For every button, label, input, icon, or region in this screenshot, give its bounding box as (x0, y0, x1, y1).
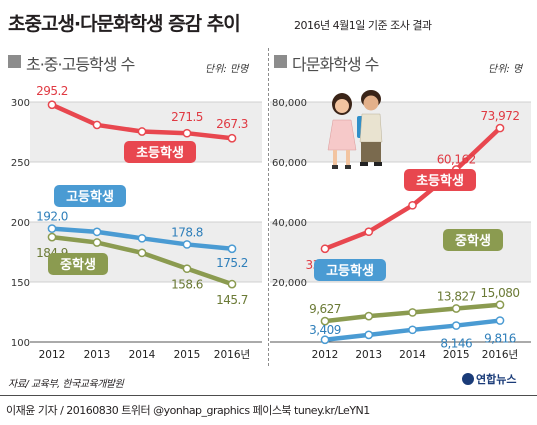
data-point (92, 227, 102, 237)
left-panel-marker (8, 55, 21, 68)
girl-student-icon (327, 93, 357, 169)
y-tick-label: 60,000 (272, 158, 307, 169)
right-chart-unit: 단위: 명 (488, 64, 523, 75)
series-tag (124, 141, 196, 163)
series-tag (443, 229, 503, 251)
logo-mark-icon (462, 373, 474, 385)
data-label: 145.7 (216, 293, 248, 307)
left-line-chart: 300 250 200 150 100 2012 2013 2014 2015 2016년 295.… (11, 84, 262, 361)
right-line-chart: 80,000 60,000 40,000 20,000 2012 2013 2014 2015… (270, 98, 531, 361)
data-point (495, 123, 505, 133)
x-tick-label: 2012 (39, 349, 66, 361)
data-label: 3,409 (309, 323, 341, 337)
data-point (182, 240, 192, 249)
series-tag-label: 중학생 (60, 257, 96, 273)
x-tick-label: 2016년 (482, 349, 518, 361)
series-tag (404, 169, 476, 191)
data-point (137, 127, 147, 136)
data-point (92, 238, 102, 247)
data-label: 60,162 (437, 153, 476, 167)
data-point (92, 120, 102, 130)
data-point (408, 200, 417, 210)
series-tag (314, 259, 386, 281)
x-tick-label: 2015 (174, 349, 201, 361)
series-tag (54, 185, 126, 207)
logo-text: 연합뉴스 (476, 373, 517, 386)
grid-band (270, 102, 531, 162)
page-subtitle: 2016년 4월1일 기준 조사 결과 (294, 19, 432, 32)
data-label: 192.0 (36, 210, 68, 224)
data-label: 15,080 (481, 286, 520, 300)
page-title: 초중고생·다문화학생 증감 추이 (8, 13, 241, 35)
data-point (137, 233, 147, 243)
x-tick-label: 2014 (399, 349, 426, 361)
y-tick-label: 80,000 (272, 98, 307, 109)
left-chart-title: 초·중·고등학생 수 (26, 55, 135, 74)
data-point (364, 311, 374, 321)
y-tick-label: 100 (11, 338, 30, 349)
data-point (182, 128, 192, 138)
data-label: 13,827 (437, 290, 476, 304)
x-tick-label: 2013 (355, 349, 382, 361)
students-illustration (327, 90, 383, 169)
x-tick-label: 2014 (129, 349, 156, 361)
data-point (408, 325, 417, 335)
data-point (495, 316, 505, 325)
data-label: 267.3 (216, 117, 248, 131)
data-label: 178.8 (171, 225, 203, 239)
data-label: 9,627 (309, 302, 341, 316)
yonhap-logo: 연합뉴스 (462, 371, 516, 387)
credit-line: 이재윤 기자 / 20160830 트위터 @yonhap_graphics 페… (6, 404, 370, 417)
y-tick-label: 250 (11, 158, 30, 169)
x-tick-label: 2013 (84, 349, 111, 361)
series-tag (48, 253, 108, 275)
y-tick-label: 300 (11, 98, 30, 109)
y-tick-label: 40,000 (272, 218, 307, 229)
data-label: 158.6 (171, 278, 203, 292)
data-label: 73,972 (481, 109, 520, 123)
source-note: 자료/ 교육부, 한국교육개발원 (8, 379, 124, 390)
data-label: 8,146 (440, 337, 472, 351)
data-point (47, 224, 57, 233)
y-tick-label: 20,000 (272, 278, 307, 289)
data-label: 295.2 (36, 84, 68, 98)
series-tag-label: 고등학생 (326, 263, 374, 279)
footer-rule (0, 395, 537, 396)
data-point (47, 232, 57, 242)
right-panel-marker (274, 55, 287, 68)
data-point (451, 321, 461, 330)
series-tag-label: 중학생 (455, 233, 491, 249)
data-point (408, 308, 417, 317)
data-point (320, 244, 330, 254)
data-point (364, 330, 374, 340)
data-point (227, 133, 237, 143)
data-label: 9,816 (484, 332, 516, 346)
series-tag-label: 초등학생 (136, 145, 184, 161)
data-label: 271.5 (171, 110, 203, 124)
data-point (320, 316, 330, 326)
data-point (364, 227, 374, 237)
data-point (227, 244, 237, 254)
x-tick-label: 2015 (443, 349, 470, 361)
left-chart-unit: 단위: 만명 (205, 64, 249, 75)
y-tick-label: 150 (11, 278, 30, 289)
data-point (227, 279, 237, 289)
x-tick-label: 2016년 (214, 349, 250, 361)
series-tag-label: 초등학생 (416, 173, 464, 189)
boy-student-icon (357, 90, 383, 166)
series-tag-label: 고등학생 (66, 189, 114, 205)
y-tick-label: 200 (11, 218, 30, 229)
x-tick-label: 2012 (312, 349, 339, 361)
data-point (320, 335, 330, 345)
right-chart-title: 다문화학생 수 (292, 55, 379, 74)
data-label: 175.2 (216, 256, 248, 270)
data-point (137, 248, 147, 258)
data-point (47, 100, 57, 110)
panel-divider (268, 48, 269, 366)
data-point (182, 264, 192, 274)
data-point (451, 304, 461, 313)
data-point (495, 300, 505, 310)
